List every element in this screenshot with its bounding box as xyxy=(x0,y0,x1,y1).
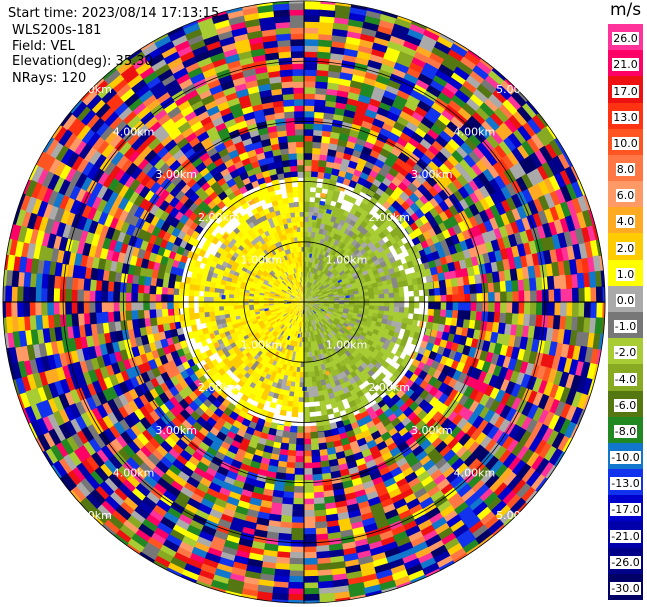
colorbar-tick-label: -26.0 xyxy=(610,555,641,569)
colorbar-tick-label: 6.0 xyxy=(615,189,636,203)
colorbar-tick-label: -13.0 xyxy=(610,477,641,491)
nrays-label: NRays: 120 xyxy=(12,71,87,86)
ring-label-3-0: 3.00km xyxy=(155,168,197,181)
range-ring-5 xyxy=(2,0,606,604)
signal-gates-2 xyxy=(303,179,430,432)
colorbar-tick-label: -10.0 xyxy=(610,451,641,465)
colorbar-tick-label: 26.0 xyxy=(612,32,639,46)
ring-label-4-3: 4.00km xyxy=(113,466,155,479)
ring-label-5-2: 5.00km xyxy=(496,509,538,522)
field-label: Field: VEL xyxy=(12,39,75,54)
noise-gates-17 xyxy=(15,3,605,603)
noise-gates-12 xyxy=(3,13,585,603)
ring-label-4-1: 4.00km xyxy=(454,126,496,139)
start-time-label: Start time: 2023/08/14 17:13:15 xyxy=(8,6,220,21)
colorbar-tick-label: 2.0 xyxy=(615,241,636,255)
colorbar-tick-label: -1.0 xyxy=(613,320,638,334)
colorbar-tick-label: 0.0 xyxy=(615,293,636,307)
ring-label-1-0: 1.00km xyxy=(241,253,283,266)
ring-label-2-1: 2.00km xyxy=(368,211,410,224)
colorbar-title: m/s xyxy=(610,0,642,20)
signal-gates-8 xyxy=(178,179,305,427)
colorbar-tick-label: 21.0 xyxy=(612,58,639,72)
noise-gates-16 xyxy=(35,7,604,603)
signal-gates-7 xyxy=(173,177,305,419)
colorbar-tick-label: -8.0 xyxy=(613,424,638,438)
colorbar-tick-label: 1.0 xyxy=(615,267,636,281)
noise-gates-8 xyxy=(5,2,599,600)
noise-gates xyxy=(3,1,606,603)
elevation-label: Elevation(deg): 35.30 xyxy=(12,54,153,69)
colorbar-tick-label: 10.0 xyxy=(612,136,639,150)
colorbar-tick-label: -21.0 xyxy=(610,529,641,543)
range-ring-labels: 1.00km 1.00km 1.00km 1.00km 2.00km 2.00km 2.00… xyxy=(70,83,537,522)
ring-label-1-2: 1.00km xyxy=(326,339,368,352)
ring-label-4-0: 4.00km xyxy=(113,126,155,139)
ring-label-2-3: 2.00km xyxy=(198,381,240,394)
ring-label-3-1: 3.00km xyxy=(411,168,453,181)
ring-label-1-3: 1.00km xyxy=(241,339,283,352)
ring-label-5-1: 5.00km xyxy=(496,83,538,96)
colorbar-tick-label: 17.0 xyxy=(612,84,639,98)
ring-label-2-2: 2.00km xyxy=(368,381,410,394)
ring-label-5-0: 5.00km xyxy=(70,83,112,96)
colorbar-tick-label: 8.0 xyxy=(615,163,636,177)
ring-label-3-2: 3.00km xyxy=(411,424,453,437)
ring-label-2-0: 2.00km xyxy=(198,211,240,224)
ring-label-5-3: 5.00km xyxy=(70,509,112,522)
colorbar-tick-label: 4.0 xyxy=(615,215,636,229)
colorbar-tick-label: -4.0 xyxy=(613,372,638,386)
colorbar: 26.0 21.0 17.0 13.0 10.0 8.0 6.0 4.0 2.0 1.0 0.0 -1… xyxy=(608,24,643,601)
ring-label-1-1: 1.00km xyxy=(326,253,368,266)
noise-gates-18 xyxy=(5,7,579,597)
cross-lines xyxy=(3,1,605,603)
noise-gates-3 xyxy=(8,46,590,586)
colorbar-tick-label: -6.0 xyxy=(613,398,638,412)
ring-label-4-2: 4.00km xyxy=(454,466,496,479)
ring-label-3-3: 3.00km xyxy=(155,424,197,437)
noise-gates-2 xyxy=(4,33,599,602)
noise-gates-21 xyxy=(6,4,603,601)
colorbar-tick-label: 13.0 xyxy=(612,110,639,124)
colorbar-tick-label: -17.0 xyxy=(610,503,641,517)
colorbar-tick-label: -2.0 xyxy=(613,346,638,360)
noise-gates-11 xyxy=(3,3,594,594)
colorbar-tick-label: -30.0 xyxy=(610,581,641,595)
noise-gates-9 xyxy=(6,1,603,597)
device-label: WLS200s-181 xyxy=(12,23,102,38)
